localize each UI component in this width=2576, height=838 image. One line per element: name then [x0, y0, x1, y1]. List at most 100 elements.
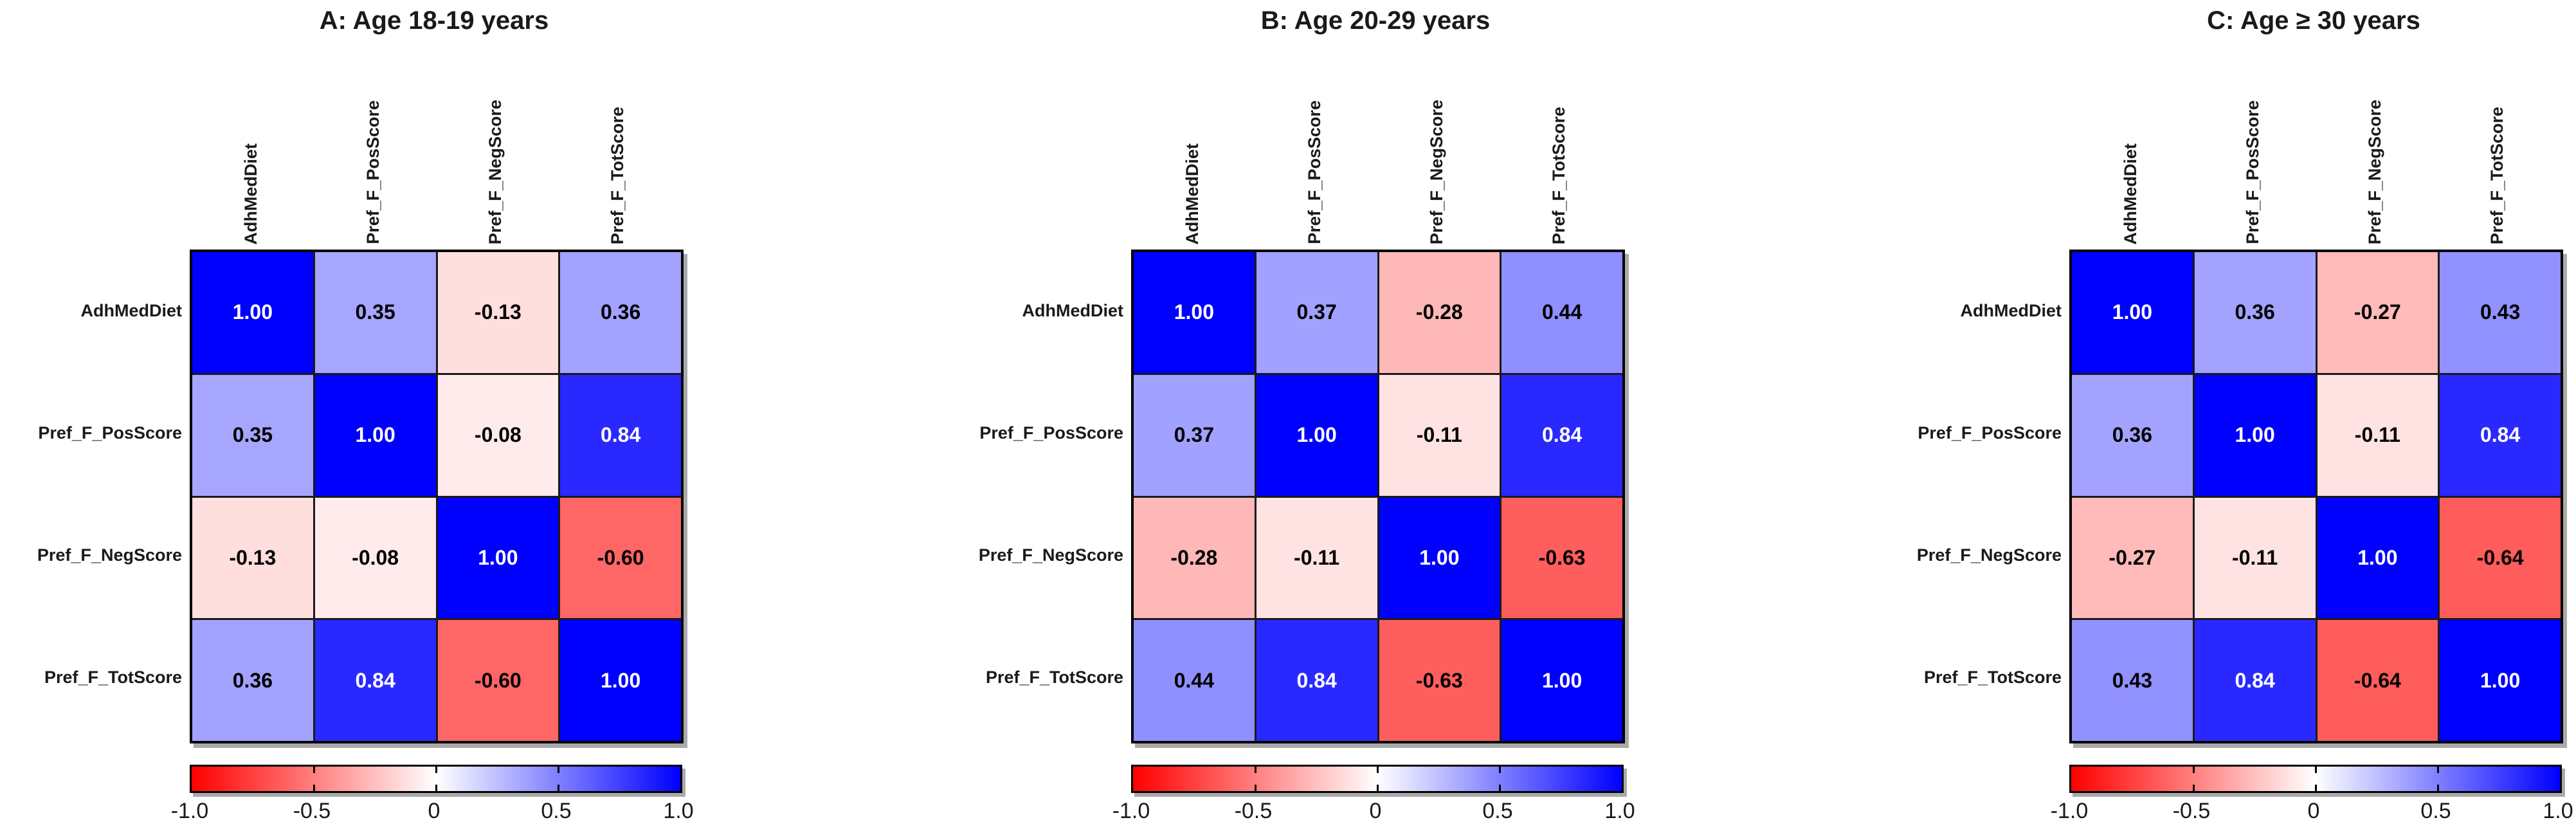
panel-title: C: Age ≥ 30 years	[2207, 6, 2420, 35]
heatmap-cell: -0.60	[560, 497, 681, 619]
colorbar-tick	[1255, 785, 1256, 792]
colorbar-tick	[435, 785, 437, 792]
colorbar-tick-label: -0.5	[2172, 799, 2211, 823]
heatmap-cell: 0.84	[560, 374, 681, 496]
heatmap-cell: 1.00	[1379, 497, 1500, 619]
colorbar-tick	[2437, 785, 2439, 792]
column-labels: AdhMedDiet Pref_F_PosScore Pref_F_NegScore…	[1131, 40, 1620, 244]
heatmap-cell: -0.63	[1379, 620, 1500, 741]
row-label: Pref_F_NegScore	[978, 545, 1123, 565]
column-label-text: Pref_F_PosScore	[1304, 100, 1324, 244]
column-label: AdhMedDiet	[2069, 40, 2191, 245]
colorbar-tick-label: -0.5	[293, 799, 331, 823]
colorbar	[2069, 765, 2562, 793]
heatmap-cell: 1.00	[2072, 252, 2193, 373]
heatmap-cell: 1.00	[1501, 620, 1622, 741]
colorbar-tick	[1499, 766, 1501, 773]
panel-c: C: Age ≥ 30 years AdhMedDiet Pref_F_PosSco…	[1883, 0, 2573, 838]
heatmap-cell: 0.84	[1256, 620, 1377, 741]
colorbar-tick	[558, 766, 559, 773]
colorbar-tick	[1499, 785, 1501, 792]
heatmap-cell: 0.37	[1256, 252, 1377, 373]
colorbar-tick	[1255, 766, 1256, 773]
heatmap-cell: 0.36	[560, 252, 681, 373]
heatmap-cell: 1.00	[2194, 374, 2316, 496]
colorbar-tick-label: 1.0	[663, 799, 694, 823]
row-label: AdhMedDiet	[1022, 300, 1124, 320]
colorbar-tick-label: 0	[1369, 799, 1382, 823]
panel-a: A: Age 18-19 years AdhMedDiet Pref_F_PosSc…	[3, 0, 694, 838]
colorbar-tick-label: 0.5	[2420, 799, 2451, 823]
colorbar-tick	[2193, 785, 2195, 792]
heatmap-cell: 0.37	[1134, 374, 1255, 496]
colorbar-tick	[2437, 766, 2439, 773]
colorbar-tick	[2315, 766, 2317, 773]
heatmap-cell: 1.00	[1134, 252, 1255, 373]
heatmap-cell: 1.00	[2440, 620, 2561, 741]
heatmap-cell: -0.13	[437, 252, 559, 373]
colorbar-tick-labels: -1.0 -0.5 0 0.5 1.0	[171, 799, 694, 830]
correlation-matrix: 1.00 0.37 -0.28 0.44 0.37 1.00 -0.11 0.84 -0.28-…	[1131, 250, 1625, 743]
heatmap-cell: -0.11	[2194, 497, 2316, 619]
row-label: Pref_F_NegScore	[1916, 545, 2062, 565]
row-labels: AdhMedDiet Pref_F_PosScore Pref_F_NegScore…	[1883, 250, 2065, 738]
column-label: Pref_F_TotScore	[556, 40, 678, 244]
heatmap-cell: -0.11	[1379, 374, 1500, 496]
colorbar-tick-label: 0.5	[1482, 799, 1513, 823]
colorbar-tick-label: -1.0	[170, 799, 209, 823]
colorbar-tick	[313, 766, 315, 773]
colorbar-tick-labels: -1.0 -0.5 0 0.5 1.0	[2051, 799, 2573, 830]
colorbar	[1131, 765, 1624, 793]
column-label-text: AdhMedDiet	[2120, 143, 2140, 245]
colorbar-tick	[1377, 766, 1379, 773]
heatmap-cell: -0.27	[2317, 252, 2438, 373]
column-label-text: AdhMedDiet	[1182, 143, 1202, 245]
colorbar-tick-label: 0	[2307, 799, 2320, 823]
heatmap-cell: 1.00	[560, 620, 681, 741]
heatmap-cell: 0.35	[192, 374, 313, 496]
column-label-text: Pref_F_NegScore	[2364, 99, 2384, 244]
colorbar-tick-label: -0.5	[1234, 799, 1273, 823]
heatmap-cell: -0.11	[1256, 497, 1377, 619]
heatmap-cell: -0.27	[2072, 497, 2193, 619]
colorbar-tick	[558, 785, 559, 792]
heatmap-cell: 0.43	[2440, 252, 2561, 373]
colorbar-tick-labels: -1.0 -0.5 0 0.5 1.0	[1112, 799, 1635, 830]
heatmap-cell: 0.84	[1501, 374, 1622, 496]
heatmap-cell: -0.08	[314, 497, 436, 619]
colorbar-tick-label: -1.0	[1112, 799, 1150, 823]
colorbar	[190, 765, 682, 793]
panel-title: A: Age 18-19 years	[319, 6, 549, 35]
row-label: Pref_F_TotScore	[44, 667, 182, 687]
colorbar-tick	[2193, 766, 2195, 773]
heatmap-cell: -0.64	[2317, 620, 2438, 741]
column-label: Pref_F_NegScore	[1375, 40, 1498, 244]
column-label-text: Pref_F_PosScore	[363, 100, 383, 244]
column-label: Pref_F_NegScore	[2314, 40, 2436, 244]
colorbar-tick	[313, 785, 315, 792]
panel-b: B: Age 20-29 years AdhMedDiet Pref_F_PosSc…	[945, 0, 1635, 838]
column-label-text: Pref_F_PosScore	[2242, 100, 2262, 244]
row-label: AdhMedDiet	[80, 300, 183, 320]
colorbar-tick-label: 1.0	[1604, 799, 1635, 823]
column-label-text: Pref_F_NegScore	[1426, 99, 1446, 244]
heatmap-cell: 1.00	[1256, 374, 1377, 496]
heatmap-cell: 0.44	[1501, 252, 1622, 373]
column-label: Pref_F_PosScore	[312, 40, 434, 244]
heatmap-cell: -0.60	[437, 620, 559, 741]
row-label: Pref_F_PosScore	[979, 423, 1123, 442]
column-labels: AdhMedDiet Pref_F_PosScore Pref_F_NegScore…	[190, 40, 678, 244]
correlation-matrix: 1.00 0.35 -0.13 0.36 0.35 1.00 -0.08 0.84 -0.13-…	[190, 250, 684, 743]
colorbar-tick	[2315, 785, 2317, 792]
heatmap-cell: 0.84	[2194, 620, 2316, 741]
column-label: Pref_F_PosScore	[2191, 40, 2314, 244]
colorbar-tick-label: 1.0	[2543, 799, 2573, 823]
heatmap-cell: 0.84	[2440, 374, 2561, 496]
heatmap-cell: -0.28	[1379, 252, 1500, 373]
colorbar-tick-label: -1.0	[2050, 799, 2089, 823]
row-label: Pref_F_TotScore	[1923, 667, 2062, 687]
heatmap-cell: 1.00	[192, 252, 313, 373]
heatmap-cell: 1.00	[437, 497, 559, 619]
row-labels: AdhMedDiet Pref_F_PosScore Pref_F_NegScore…	[3, 250, 186, 738]
